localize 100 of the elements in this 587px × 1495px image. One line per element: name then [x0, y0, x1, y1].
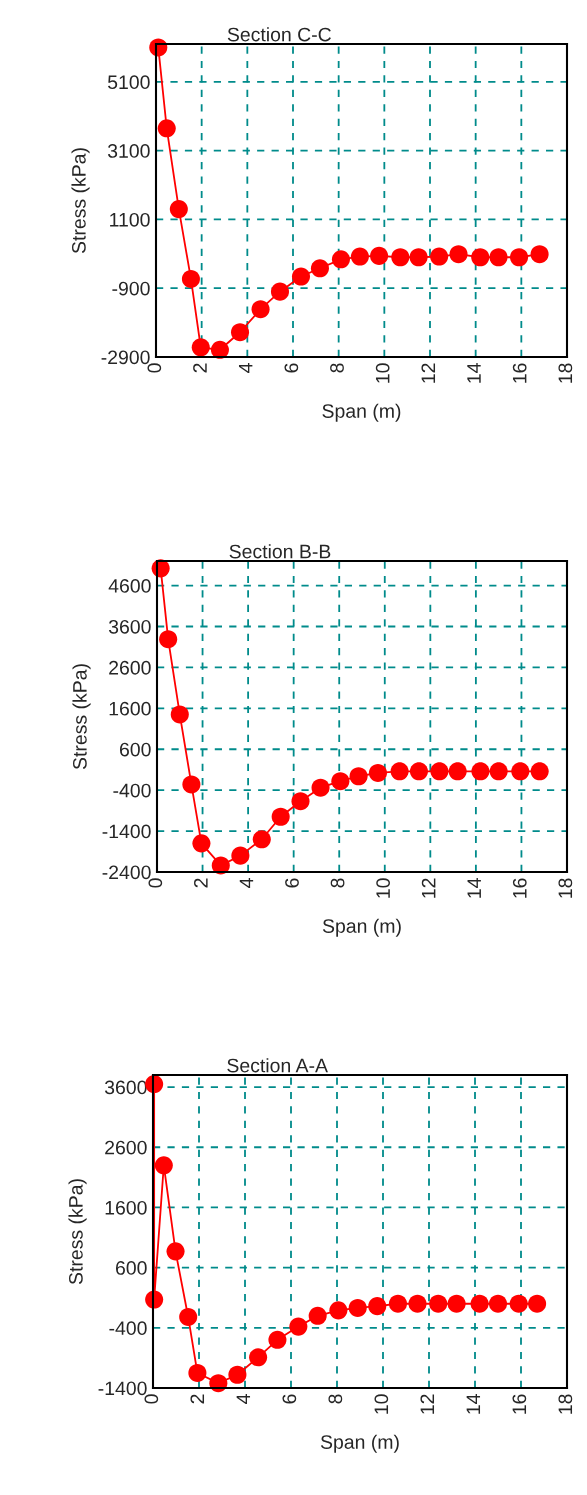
- chart-title: Section C-C: [227, 27, 331, 42]
- point: [530, 762, 549, 781]
- point: [388, 1294, 407, 1313]
- point: [350, 247, 369, 266]
- x-tick-label: 14: [466, 1394, 481, 1414]
- point: [331, 772, 350, 791]
- x-tick-label: 4: [238, 363, 253, 373]
- x-tick-label: 12: [420, 1394, 435, 1414]
- point: [191, 338, 210, 357]
- x-tick-label: 8: [330, 878, 345, 888]
- point: [530, 245, 549, 264]
- x-tick-label: 14: [467, 878, 481, 898]
- y-tick-label: -1400: [102, 824, 151, 839]
- x-tick-label: 16: [512, 1394, 527, 1414]
- point: [471, 762, 490, 781]
- point: [429, 1294, 448, 1313]
- point: [448, 762, 467, 781]
- point: [268, 1330, 287, 1349]
- point: [188, 1363, 207, 1382]
- y-axis-title: Stress (kPa): [68, 1179, 87, 1285]
- point: [157, 119, 176, 138]
- point: [408, 1294, 427, 1313]
- x-tick-label: 18: [558, 363, 573, 383]
- x-tick-label: 6: [284, 363, 299, 373]
- x-tick-label: 18: [558, 878, 573, 898]
- y-tick-label: -1400: [98, 1381, 147, 1396]
- point: [470, 1294, 489, 1313]
- point: [170, 705, 189, 724]
- x-tick-label: 10: [376, 878, 390, 898]
- x-tick-label: 18: [558, 1394, 573, 1414]
- x-tick-label: 8: [330, 363, 344, 373]
- point: [368, 1297, 387, 1316]
- point: [311, 778, 330, 797]
- x-tick-label: 16: [512, 363, 527, 383]
- y-tick-label: -2900: [101, 350, 150, 365]
- point: [471, 248, 490, 267]
- y-tick-label: -400: [113, 783, 151, 798]
- point: [447, 1294, 466, 1313]
- x-tick-label: 8: [328, 1394, 343, 1404]
- y-tick-label: 2600: [105, 1140, 147, 1155]
- point: [430, 762, 449, 781]
- point: [349, 767, 368, 786]
- point: [270, 282, 290, 301]
- chart-title: Section A-A: [227, 1058, 328, 1073]
- y-tick-label: 5100: [107, 75, 150, 90]
- point: [329, 1301, 348, 1320]
- y-tick-label: 600: [115, 1261, 147, 1275]
- point: [348, 1298, 367, 1317]
- y-tick-label: -2400: [102, 865, 151, 880]
- y-axis-title: Stress (kPa): [72, 664, 91, 770]
- x-tick-label: 14: [467, 363, 481, 383]
- y-tick-label: 3600: [104, 1080, 147, 1095]
- point: [291, 267, 311, 286]
- y-tick-label: 2600: [109, 660, 151, 675]
- point: [154, 1156, 173, 1175]
- chart-title: Section B-B: [229, 544, 331, 559]
- x-axis-title: Span (m): [320, 1434, 399, 1453]
- point: [231, 846, 250, 865]
- y-tick-label: 1600: [105, 1200, 147, 1215]
- y-tick-label: 1600: [109, 701, 151, 716]
- point: [308, 1306, 327, 1325]
- x-tick-label: 0: [148, 878, 163, 888]
- point: [368, 763, 387, 782]
- point: [510, 248, 529, 267]
- point: [528, 1294, 547, 1313]
- x-tick-label: 12: [421, 878, 436, 898]
- point: [291, 792, 310, 811]
- point: [289, 1317, 308, 1336]
- point: [449, 245, 468, 264]
- point: [509, 1294, 528, 1313]
- y-tick-label: 3600: [108, 619, 151, 634]
- point: [159, 630, 178, 649]
- point: [228, 1365, 247, 1384]
- point: [231, 323, 250, 342]
- point: [409, 248, 428, 267]
- y-tick-label: 4600: [108, 579, 151, 593]
- point: [489, 762, 508, 781]
- x-tick-label: 2: [194, 878, 208, 888]
- point: [331, 250, 350, 269]
- x-tick-label: 16: [512, 878, 527, 898]
- point: [251, 300, 270, 319]
- point: [391, 248, 410, 267]
- point: [192, 834, 211, 853]
- x-axis-title: Span (m): [322, 403, 401, 422]
- y-tick-label: 600: [119, 742, 151, 757]
- x-tick-label: 12: [421, 363, 436, 383]
- point: [182, 775, 201, 794]
- point: [370, 246, 389, 265]
- y-tick-label: 1100: [110, 212, 150, 227]
- point: [390, 762, 409, 781]
- point: [488, 1294, 508, 1313]
- y-tick-label: -900: [112, 281, 150, 296]
- point: [310, 259, 329, 278]
- x-tick-label: 4: [236, 1394, 251, 1404]
- point: [179, 1307, 198, 1326]
- point: [169, 200, 188, 219]
- point: [271, 807, 290, 826]
- point: [409, 762, 428, 781]
- point: [511, 762, 530, 781]
- x-tick-label: 0: [144, 1394, 159, 1404]
